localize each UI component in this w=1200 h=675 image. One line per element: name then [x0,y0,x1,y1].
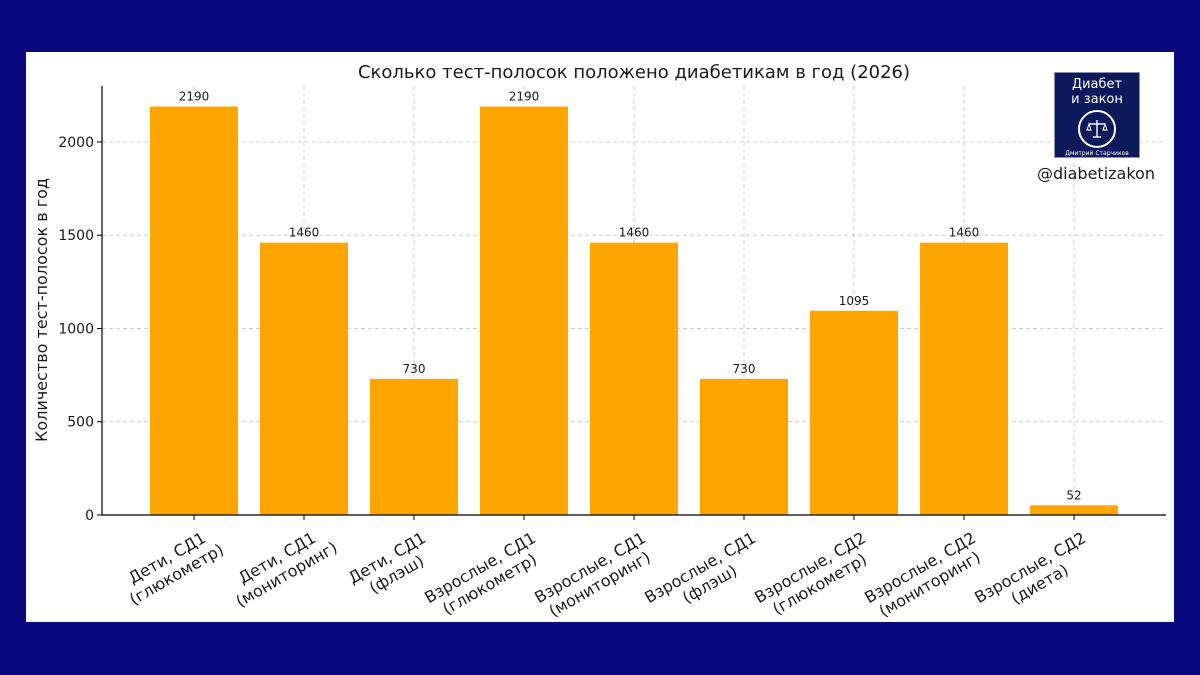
data-label: 1460 [619,226,650,240]
x-tick-label: Дети, СД1(мониторинг) [232,528,340,611]
x-tick-label: Взрослые, СД1(флэш) [641,528,759,607]
brand-logo: Диабет и закон Дмитрий Старчиков [1054,72,1140,158]
bar [370,378,458,515]
y-tick-label: 2000 [58,135,94,151]
value-labels: 2190 1460 730 2190 1460 730 1095 1460 52 [179,90,1082,503]
data-label: 1460 [289,226,320,240]
bar [150,106,238,515]
data-label: 730 [733,362,756,376]
data-label: 1095 [839,294,870,308]
bar-chart: Сколько тест-полосок положено диабетикам… [32,62,1166,621]
y-ticks: 0 500 1000 1500 2000 [58,135,102,524]
data-label: 1460 [949,226,980,240]
bar [1030,505,1118,515]
logo-line-2: и закон [1071,92,1123,107]
bar [480,106,568,515]
y-tick-label: 1500 [58,228,94,244]
bar [700,378,788,515]
bar [590,242,678,515]
bars [150,106,1118,515]
data-label: 52 [1066,488,1081,502]
y-axis-label: Количество тест-полосок в год [32,178,51,442]
logo-line-1: Диабет [1071,77,1123,92]
y-tick-label: 500 [67,415,94,431]
y-tick-label: 0 [85,508,94,524]
bar [920,242,1008,515]
scales-of-justice-icon [1078,110,1116,148]
x-tick-label: Взрослые, СД2(диета) [971,528,1089,608]
data-label: 730 [403,362,426,376]
x-ticks: Дети, СД1(глюкометр) Дети, СД1(мониторинг… [125,515,1089,621]
bar [810,310,898,515]
x-tick-label: Взрослые, СД2(мониторинг) [861,528,983,621]
chart-title: Сколько тест-полосок положено диабетикам… [358,62,910,83]
social-handle: @diabetizakon [1037,164,1155,183]
y-tick-label: 1000 [58,321,94,337]
bar [260,242,348,515]
data-label: 2190 [179,90,210,104]
chart-card: Сколько тест-полосок положено диабетикам… [26,52,1174,622]
data-label: 2190 [509,90,540,104]
logo-author: Дмитрий Старчиков [1065,150,1129,157]
x-tick-label: Взрослые, СД1(мониторинг) [531,528,653,621]
x-tick-label: Взрослые, СД2(глюкометр) [751,528,870,619]
x-tick-label: Взрослые, СД1(глюкометр) [421,528,540,619]
x-tick-label: Дети, СД1(глюкометр) [125,528,227,609]
